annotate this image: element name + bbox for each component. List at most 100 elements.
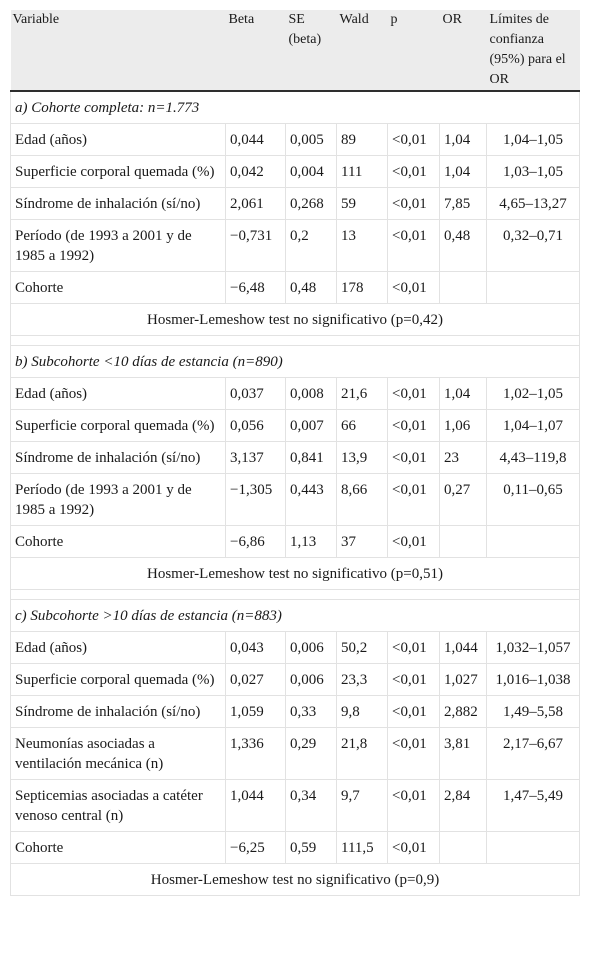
cell-variable: Período (de 1993 a 2001 y de 1985 a 1992… <box>10 473 226 526</box>
hosmer-lemeshow-note: Hosmer-Lemeshow test no significativo (p… <box>10 303 580 336</box>
cell-se: 0,007 <box>285 409 337 442</box>
cell-se: 0,841 <box>285 441 337 474</box>
cell-variable: Período (de 1993 a 2001 y de 1985 a 1992… <box>10 219 226 272</box>
cell-or <box>439 525 487 558</box>
cell-p: <0,01 <box>387 831 440 864</box>
cell-wald: 9,7 <box>336 779 388 832</box>
cell-or: 3,81 <box>439 727 487 780</box>
cell-se: 0,006 <box>285 631 337 664</box>
cell-ci: 4,43–119,8 <box>486 441 580 474</box>
cell-se: 1,13 <box>285 525 337 558</box>
header-ci: Límites de confianza (95%) para el OR <box>486 10 580 92</box>
cell-beta: −0,731 <box>225 219 286 272</box>
cell-se: 0,006 <box>285 663 337 696</box>
cell-beta: 0,042 <box>225 155 286 188</box>
table-row: Síndrome de inhalación (sí/no) 1,059 0,33 9… <box>10 695 580 728</box>
cell-p: <0,01 <box>387 155 440 188</box>
cell-variable: Superficie corporal quemada (%) <box>10 409 226 442</box>
cell-p: <0,01 <box>387 779 440 832</box>
cell-p: <0,01 <box>387 123 440 156</box>
section-spacer <box>10 589 580 600</box>
cell-or <box>439 271 487 304</box>
cell-se: 0,268 <box>285 187 337 220</box>
table-row: Período (de 1993 a 2001 y de 1985 a 1992… <box>10 219 580 272</box>
cell-wald: 66 <box>336 409 388 442</box>
header-wald: Wald <box>336 10 388 92</box>
table-row: Superficie corporal quemada (%) 0,042 0,00… <box>10 155 580 188</box>
cell-beta: 1,044 <box>225 779 286 832</box>
cell-or: 0,27 <box>439 473 487 526</box>
cell-se: 0,004 <box>285 155 337 188</box>
table-row: Septicemias asociadas a catéter venoso c… <box>10 779 580 832</box>
header-beta: Beta <box>225 10 286 92</box>
cell-or <box>439 831 487 864</box>
cell-ci: 0,32–0,71 <box>486 219 580 272</box>
table-row: Cohorte −6,48 0,48 178 <0,01 <box>10 271 580 304</box>
cell-wald: 89 <box>336 123 388 156</box>
hosmer-lemeshow-note-row: Hosmer-Lemeshow test no significativo (p… <box>10 557 580 590</box>
cell-beta: 1,059 <box>225 695 286 728</box>
cell-variable: Cohorte <box>10 271 226 304</box>
table-row: Edad (años) 0,043 0,006 50,2 <0,01 1,044 1,032… <box>10 631 580 664</box>
hosmer-lemeshow-note: Hosmer-Lemeshow test no significativo (p… <box>10 557 580 590</box>
cell-p: <0,01 <box>387 271 440 304</box>
cell-beta: 0,044 <box>225 123 286 156</box>
cell-or: 7,85 <box>439 187 487 220</box>
cell-p: <0,01 <box>387 727 440 780</box>
cell-beta: 2,061 <box>225 187 286 220</box>
cell-ci: 1,04–1,05 <box>486 123 580 156</box>
cell-ci: 2,17–6,67 <box>486 727 580 780</box>
table-row: Período (de 1993 a 2001 y de 1985 a 1992… <box>10 473 580 526</box>
cell-se: 0,443 <box>285 473 337 526</box>
cell-ci <box>486 525 580 558</box>
cell-wald: 23,3 <box>336 663 388 696</box>
cell-se: 0,008 <box>285 377 337 410</box>
cell-variable: Cohorte <box>10 831 226 864</box>
cell-or: 1,04 <box>439 155 487 188</box>
section-title: c) Subcohorte >10 días de estancia (n=88… <box>10 599 580 632</box>
section-title-row: c) Subcohorte >10 días de estancia (n=88… <box>10 599 580 632</box>
hosmer-lemeshow-note-row: Hosmer-Lemeshow test no significativo (p… <box>10 303 580 336</box>
section-title-row: a) Cohorte completa: n=1.773 <box>10 90 580 124</box>
cell-wald: 8,66 <box>336 473 388 526</box>
logistic-regression-table: Variable Beta SE (beta) Wald p OR Límite… <box>10 10 580 896</box>
cell-p: <0,01 <box>387 695 440 728</box>
cell-beta: −1,305 <box>225 473 286 526</box>
cell-wald: 21,6 <box>336 377 388 410</box>
cell-variable: Edad (años) <box>10 631 226 664</box>
hosmer-lemeshow-note-row: Hosmer-Lemeshow test no significativo (p… <box>10 863 580 896</box>
cell-variable: Edad (años) <box>10 377 226 410</box>
table-row: Síndrome de inhalación (sí/no) 3,137 0,841… <box>10 441 580 474</box>
cell-variable: Síndrome de inhalación (sí/no) <box>10 695 226 728</box>
cell-variable: Síndrome de inhalación (sí/no) <box>10 187 226 220</box>
cell-se: 0,34 <box>285 779 337 832</box>
cell-p: <0,01 <box>387 219 440 272</box>
cell-beta: 3,137 <box>225 441 286 474</box>
cell-wald: 13 <box>336 219 388 272</box>
section-spacer <box>10 335 580 346</box>
cell-wald: 111 <box>336 155 388 188</box>
hosmer-lemeshow-note: Hosmer-Lemeshow test no significativo (p… <box>10 863 580 896</box>
cell-ci: 1,03–1,05 <box>486 155 580 188</box>
table-header-row: Variable Beta SE (beta) Wald p OR Límite… <box>10 10 580 92</box>
cell-p: <0,01 <box>387 187 440 220</box>
cell-p: <0,01 <box>387 663 440 696</box>
table-row: Neumonías asociadas a ventilación mecáni… <box>10 727 580 780</box>
cell-se: 0,33 <box>285 695 337 728</box>
cell-variable: Septicemias asociadas a catéter venoso c… <box>10 779 226 832</box>
table-body: a) Cohorte completa: n=1.773 Edad (años) 0… <box>10 90 580 896</box>
cell-beta: 0,056 <box>225 409 286 442</box>
cell-ci: 1,47–5,49 <box>486 779 580 832</box>
cell-ci: 1,032–1,057 <box>486 631 580 664</box>
cell-or: 1,06 <box>439 409 487 442</box>
cell-variable: Superficie corporal quemada (%) <box>10 155 226 188</box>
cell-ci: 1,02–1,05 <box>486 377 580 410</box>
cell-se: 0,29 <box>285 727 337 780</box>
cell-ci: 4,65–13,27 <box>486 187 580 220</box>
cell-se: 0,005 <box>285 123 337 156</box>
cell-beta: 0,037 <box>225 377 286 410</box>
section-title-row: b) Subcohorte <10 días de estancia (n=89… <box>10 345 580 378</box>
cell-wald: 37 <box>336 525 388 558</box>
cell-ci: 1,016–1,038 <box>486 663 580 696</box>
cell-or: 23 <box>439 441 487 474</box>
